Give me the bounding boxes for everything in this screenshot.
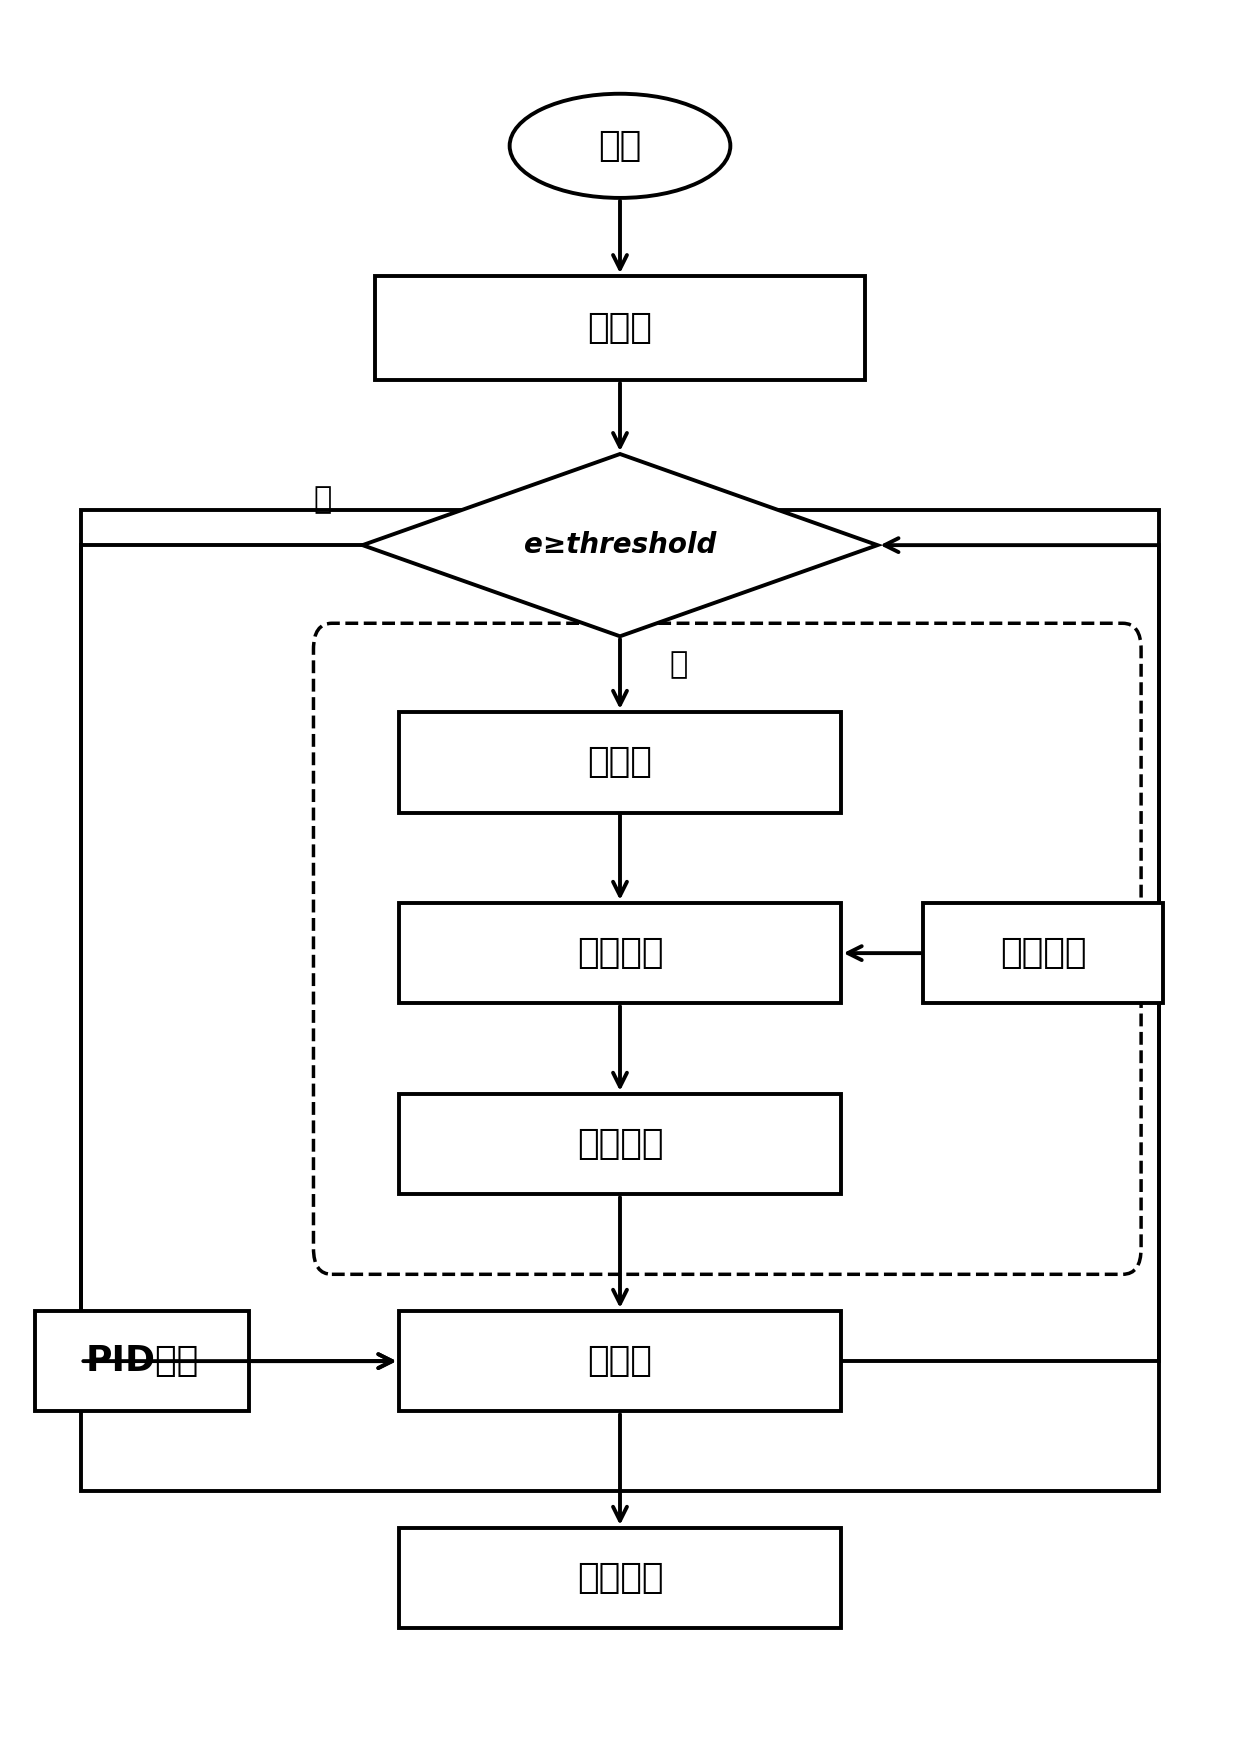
Text: 输入値: 输入値: [588, 312, 652, 345]
Bar: [81, 511, 1159, 1491]
Polygon shape: [362, 453, 878, 637]
Text: PID控制: PID控制: [86, 1344, 198, 1377]
Text: 输出値: 输出値: [588, 1344, 652, 1377]
Text: 模糊规则: 模糊规则: [999, 936, 1086, 970]
Text: 开始: 开始: [599, 130, 641, 163]
Text: 模糊化: 模糊化: [588, 746, 652, 779]
Bar: [374, 276, 866, 380]
Ellipse shape: [510, 94, 730, 198]
Bar: [399, 903, 841, 1003]
Bar: [924, 903, 1163, 1003]
Text: 反模糊化: 反模糊化: [577, 1127, 663, 1160]
Text: 否: 否: [314, 485, 332, 514]
Text: 控制对象: 控制对象: [577, 1561, 663, 1596]
Text: 模糊推理: 模糊推理: [577, 936, 663, 970]
Bar: [399, 1311, 841, 1412]
Text: 是: 是: [670, 651, 687, 679]
Bar: [399, 712, 841, 812]
Bar: [35, 1311, 249, 1412]
Bar: [399, 1528, 841, 1629]
Bar: [399, 1094, 841, 1195]
Text: e≥threshold: e≥threshold: [523, 532, 717, 560]
